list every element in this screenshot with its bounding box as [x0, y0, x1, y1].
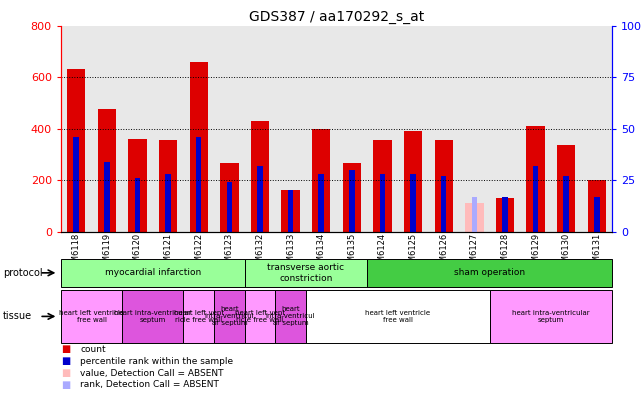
Bar: [306, 26, 337, 232]
Text: sham operation: sham operation: [454, 268, 525, 277]
Bar: [551, 26, 581, 232]
Text: transverse aortic
constriction: transverse aortic constriction: [267, 263, 344, 282]
Text: tissue: tissue: [3, 311, 32, 322]
Bar: [97, 109, 116, 232]
Bar: [220, 163, 238, 232]
Bar: [490, 26, 520, 232]
Text: heart
intra-ventricul
ar septum: heart intra-ventricul ar septum: [204, 307, 254, 326]
Bar: [165, 174, 171, 232]
Bar: [92, 26, 122, 232]
Bar: [588, 180, 606, 232]
Bar: [495, 198, 514, 232]
Bar: [520, 26, 551, 232]
Bar: [104, 162, 110, 232]
Bar: [533, 166, 538, 232]
Bar: [367, 26, 398, 232]
Bar: [159, 140, 178, 232]
Bar: [226, 182, 232, 232]
Text: count: count: [80, 345, 106, 354]
Bar: [67, 69, 85, 232]
Text: heart intra-ventricular
septum: heart intra-ventricular septum: [512, 310, 590, 323]
Bar: [128, 139, 147, 232]
Bar: [275, 26, 306, 232]
Bar: [61, 26, 92, 232]
Bar: [435, 140, 453, 232]
Bar: [526, 126, 545, 232]
Bar: [312, 129, 330, 232]
Bar: [428, 26, 459, 232]
Bar: [288, 190, 294, 232]
Bar: [465, 204, 483, 232]
Bar: [319, 174, 324, 232]
Bar: [404, 131, 422, 232]
Text: percentile rank within the sample: percentile rank within the sample: [80, 357, 233, 366]
Text: heart left vent
ricle free wall: heart left vent ricle free wall: [174, 310, 224, 323]
Text: rank, Detection Call = ABSENT: rank, Detection Call = ABSENT: [80, 381, 219, 389]
Text: ■: ■: [61, 368, 70, 378]
Bar: [373, 140, 392, 232]
Text: value, Detection Call = ABSENT: value, Detection Call = ABSENT: [80, 369, 224, 377]
Bar: [190, 62, 208, 232]
Bar: [251, 121, 269, 232]
Text: myocardial infarction: myocardial infarction: [104, 268, 201, 277]
Text: heart intra-ventricular
septum: heart intra-ventricular septum: [114, 310, 192, 323]
Bar: [557, 145, 576, 232]
Bar: [594, 197, 599, 232]
Text: ■: ■: [61, 344, 70, 354]
Text: GDS387 / aa170292_s_at: GDS387 / aa170292_s_at: [249, 10, 424, 24]
Bar: [74, 137, 79, 232]
Bar: [153, 26, 183, 232]
Bar: [257, 166, 263, 232]
Text: heart
intra-ventricul
ar septum: heart intra-ventricul ar septum: [266, 307, 315, 326]
Bar: [459, 26, 490, 232]
Bar: [337, 26, 367, 232]
Bar: [135, 178, 140, 232]
Bar: [245, 26, 275, 232]
Bar: [281, 190, 300, 232]
Bar: [502, 197, 508, 232]
Text: heart left ventricle
free wall: heart left ventricle free wall: [365, 310, 430, 323]
Bar: [379, 174, 385, 232]
Bar: [214, 26, 245, 232]
Text: ■: ■: [61, 380, 70, 390]
Bar: [349, 170, 354, 232]
Bar: [441, 176, 447, 232]
Bar: [183, 26, 214, 232]
Bar: [410, 174, 416, 232]
Text: protocol: protocol: [3, 268, 43, 278]
Text: ■: ■: [61, 356, 70, 366]
Text: heart left vent
ricle free wall: heart left vent ricle free wall: [235, 310, 285, 323]
Bar: [563, 176, 569, 232]
Bar: [122, 26, 153, 232]
Bar: [581, 26, 612, 232]
Text: heart left ventricle
free wall: heart left ventricle free wall: [59, 310, 124, 323]
Bar: [472, 197, 477, 232]
Bar: [343, 163, 361, 232]
Bar: [196, 137, 201, 232]
Bar: [398, 26, 428, 232]
